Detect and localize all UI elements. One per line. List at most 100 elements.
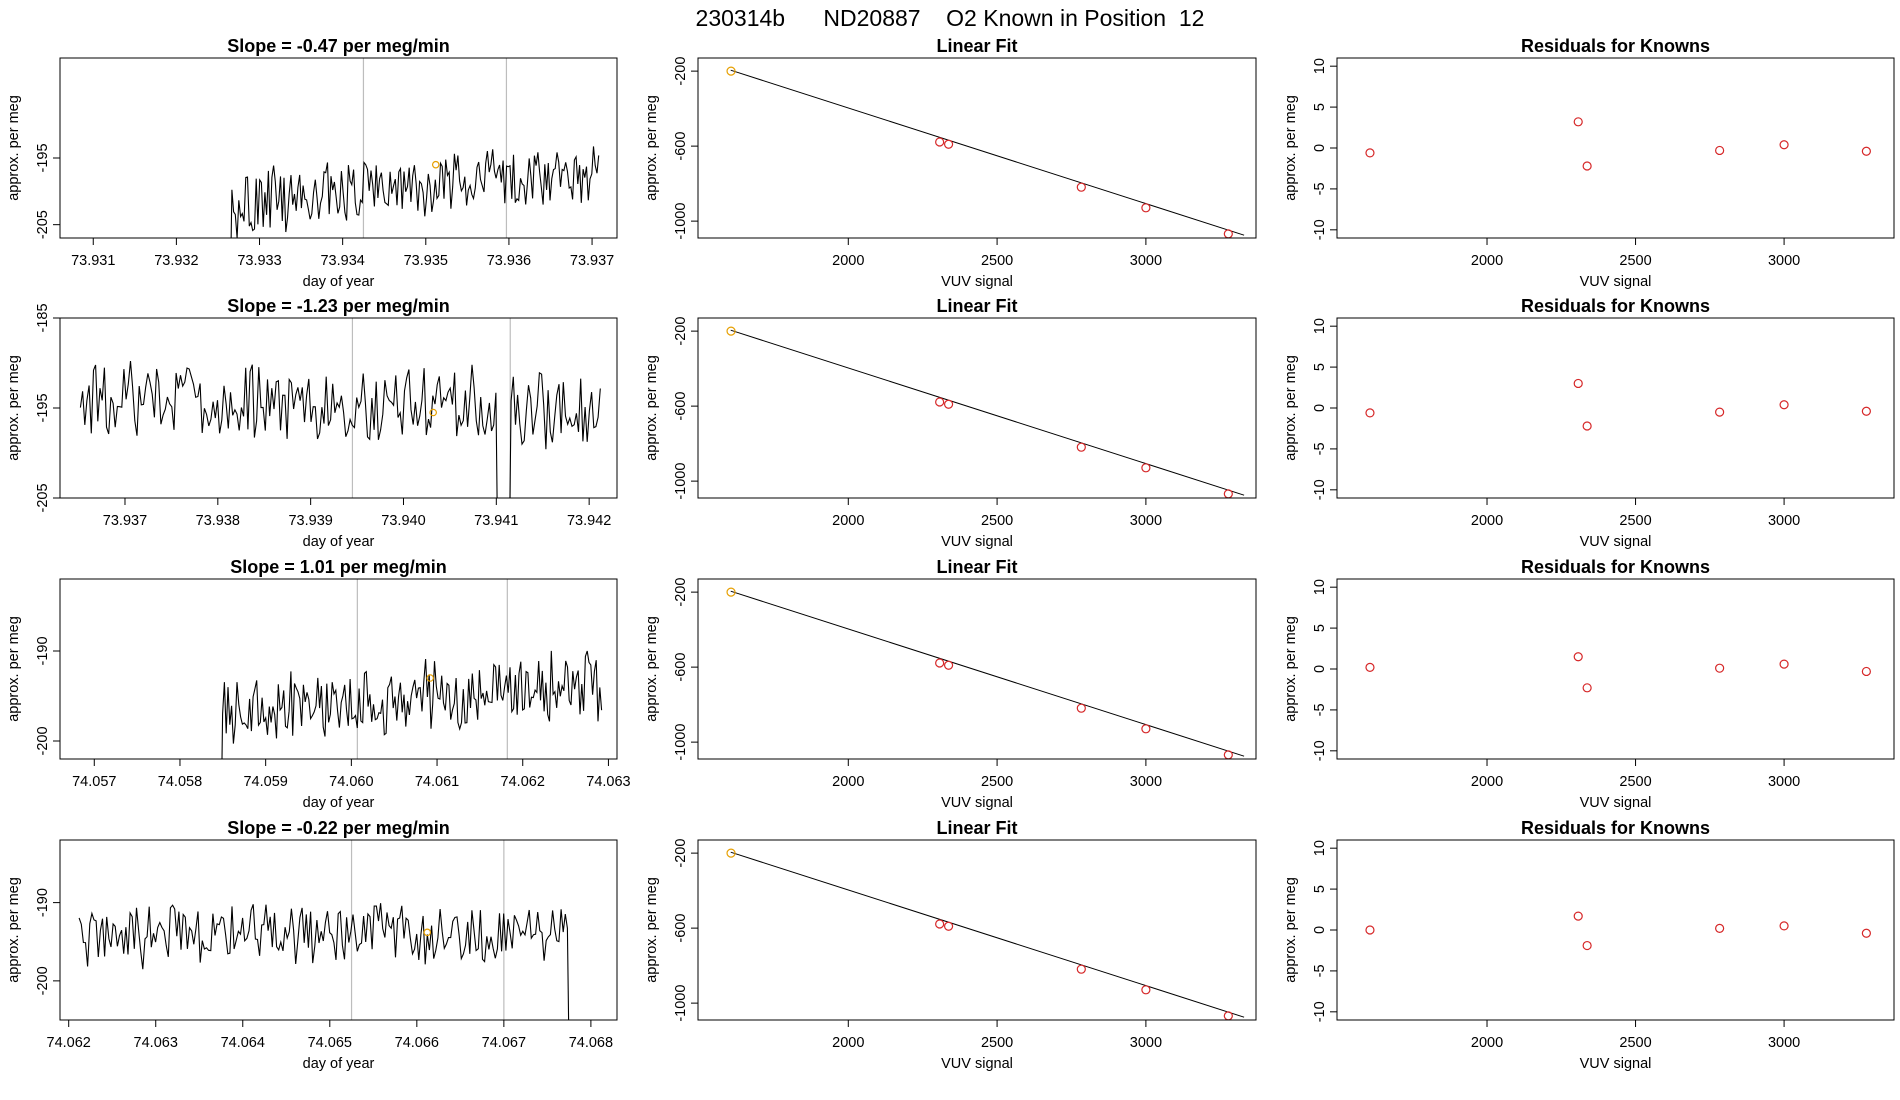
x-tick-label: 74.067 xyxy=(482,1035,526,1051)
panel-title: Residuals for Knowns xyxy=(1521,36,1710,56)
x-axis-label: VUV signal xyxy=(941,274,1013,290)
plot-area xyxy=(1365,378,1871,431)
y-tick-label: 5 xyxy=(1312,103,1328,111)
x-tick-label: 74.058 xyxy=(158,774,202,790)
panel-title: Residuals for Knowns xyxy=(1521,818,1710,838)
x-tick-label: 73.934 xyxy=(320,253,364,269)
x-tick-label: 2000 xyxy=(832,1035,864,1051)
y-axis-label: approx. per meg xyxy=(1283,616,1299,722)
panel-timeseries-3: Slope = 1.01 per meg/min day of year appro… xyxy=(6,557,631,811)
panel-residuals-3: Residuals for Knowns VUV signal approx. pe… xyxy=(1283,557,1895,811)
y-axis-label: approx. per meg xyxy=(644,355,660,461)
x-tick-label: 2500 xyxy=(981,1035,1013,1051)
panel-title: Slope = -0.47 per meg/min xyxy=(227,36,450,56)
y-tick-label: 0 xyxy=(1312,144,1328,152)
y-tick-label: -10 xyxy=(1312,219,1328,240)
y-tick-label: -190 xyxy=(35,888,51,917)
data-point xyxy=(943,139,954,149)
data-point xyxy=(1223,1011,1233,1020)
y-tick-label: -1000 xyxy=(673,203,689,240)
data-point xyxy=(726,326,736,336)
x-tick-label: 2000 xyxy=(832,253,864,269)
x-tick-label: 73.939 xyxy=(288,513,332,529)
panel-title: Slope = -1.23 per meg/min xyxy=(227,296,450,316)
data-point xyxy=(1573,911,1583,921)
data-point xyxy=(1861,406,1871,416)
x-axis-label: VUV signal xyxy=(1580,795,1652,811)
x-axis-label: day of year xyxy=(303,795,375,811)
plot-area xyxy=(1365,117,1871,171)
y-tick-label: -600 xyxy=(673,132,689,161)
plot-area xyxy=(1365,652,1871,693)
y-tick-label: -200 xyxy=(35,726,51,755)
panel-title: Linear Fit xyxy=(936,296,1017,316)
data-point xyxy=(726,66,736,76)
x-tick-label: 2500 xyxy=(1619,1035,1651,1051)
data-point xyxy=(1779,400,1789,410)
y-tick-label: 10 xyxy=(1312,58,1328,74)
y-tick-label: 5 xyxy=(1312,363,1328,371)
data-point xyxy=(935,919,945,929)
plot-frame xyxy=(59,57,618,239)
data-point xyxy=(1715,923,1725,933)
plot-area xyxy=(78,840,570,1020)
x-axis-label: day of year xyxy=(303,274,375,290)
data-point xyxy=(1223,229,1233,238)
x-tick-label: 2500 xyxy=(1619,513,1651,529)
figure-title-gas: O2 Known in Position xyxy=(946,5,1166,31)
plot-frame xyxy=(1336,57,1895,239)
x-tick-label: 74.063 xyxy=(134,1035,178,1051)
y-tick-label: -5 xyxy=(1312,182,1328,195)
data-point xyxy=(1365,925,1375,935)
x-tick-label: 3000 xyxy=(1768,513,1800,529)
y-tick-label: -600 xyxy=(673,653,689,682)
data-point xyxy=(726,848,736,858)
data-point xyxy=(935,397,945,407)
y-tick-label: 0 xyxy=(1312,926,1328,934)
x-tick-label: 74.062 xyxy=(501,774,545,790)
y-tick-label: -10 xyxy=(1312,1001,1328,1022)
y-axis-label: approx. per meg xyxy=(644,95,660,201)
y-tick-label: -1000 xyxy=(673,724,689,761)
data-point xyxy=(1582,940,1592,951)
x-tick-label: 73.942 xyxy=(567,513,611,529)
fit-line xyxy=(730,329,1245,496)
panel-timeseries-4: Slope = -0.22 per meg/min day of year appr… xyxy=(6,818,618,1072)
data-point xyxy=(1779,140,1789,150)
data-point xyxy=(943,660,954,670)
plot-frame xyxy=(697,317,1257,499)
y-axis-label: approx. per meg xyxy=(1283,95,1299,201)
y-tick-label: -195 xyxy=(35,393,51,422)
data-point xyxy=(1573,652,1583,662)
fit-line xyxy=(730,590,1245,757)
x-tick-label: 2000 xyxy=(1471,774,1503,790)
x-tick-label: 2000 xyxy=(1471,513,1503,529)
x-tick-label: 73.935 xyxy=(404,253,448,269)
y-axis-label: approx. per meg xyxy=(6,616,22,722)
data-point xyxy=(1573,378,1583,389)
y-axis-label: approx. per meg xyxy=(1283,877,1299,983)
data-point xyxy=(1715,145,1725,156)
x-tick-label: 73.931 xyxy=(71,253,115,269)
data-point xyxy=(1779,921,1789,931)
data-point xyxy=(943,399,954,409)
y-tick-label: -200 xyxy=(673,839,689,868)
y-tick-label: 0 xyxy=(1312,665,1328,673)
x-axis-label: day of year xyxy=(303,534,375,550)
data-point xyxy=(1076,964,1086,974)
y-tick-label: -185 xyxy=(35,303,51,332)
x-axis-label: day of year xyxy=(303,1056,375,1072)
y-axis-label: approx. per meg xyxy=(644,616,660,722)
x-tick-label: 74.068 xyxy=(569,1035,613,1051)
series-line xyxy=(78,903,570,1020)
panel-title: Linear Fit xyxy=(936,36,1017,56)
fit-line xyxy=(730,69,1245,236)
y-tick-label: -200 xyxy=(35,966,51,995)
figure-title-run-id: 230314b xyxy=(696,5,786,31)
y-axis-label: approx. per meg xyxy=(6,355,22,461)
x-tick-label: 2000 xyxy=(832,513,864,529)
x-tick-label: 2500 xyxy=(1619,253,1651,269)
x-tick-label: 2000 xyxy=(1471,253,1503,269)
y-axis-label: approx. per meg xyxy=(644,877,660,983)
x-tick-label: 74.057 xyxy=(72,774,116,790)
